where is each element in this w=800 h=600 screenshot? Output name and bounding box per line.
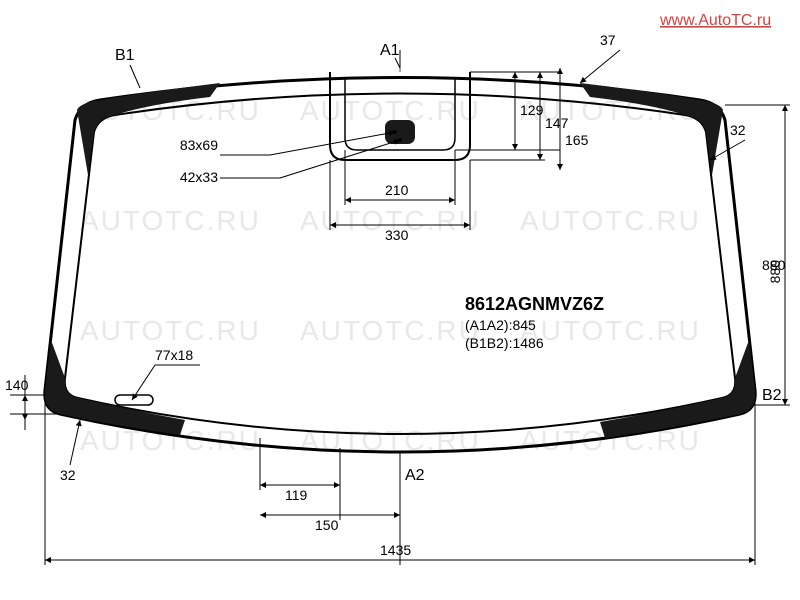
dim-32l: 32 <box>60 467 76 483</box>
subcode-b: (B1B2):1486 <box>465 335 544 351</box>
dim-1435: 1435 <box>380 542 411 558</box>
label-a1: A1 <box>380 42 400 59</box>
dim-83x69: 83x69 <box>180 137 218 153</box>
dim-119: 119 <box>285 487 308 503</box>
windshield-inner <box>65 94 735 435</box>
wm: AUTOTC.RU <box>80 205 261 236</box>
dim-32r: 32 <box>730 122 746 138</box>
subcode-a: (A1A2):845 <box>465 317 536 333</box>
wm: AUTOTC.RU <box>300 315 481 346</box>
label-b2: B2 <box>762 387 782 404</box>
dim-37: 37 <box>600 32 616 48</box>
wm: AUTOTC.RU <box>520 315 701 346</box>
dim-77x18: 77x18 <box>155 347 193 363</box>
wm: AUTOTC.RU <box>520 205 701 236</box>
dim-150: 150 <box>315 517 339 533</box>
wm: AUTOTC.RU <box>80 315 261 346</box>
part-code: 8612AGNMVZ6Z <box>465 294 604 314</box>
watermark-layer: AUTOTC.RU AUTOTC.RU AUTOTC.RU AUTOTC.RU … <box>80 95 701 456</box>
label-b1: B1 <box>115 47 135 64</box>
dim-880b: 880 <box>762 257 786 273</box>
dim-42x33: 42x33 <box>180 169 218 185</box>
dim-165: 165 <box>565 132 589 148</box>
dim-330: 330 <box>385 227 409 243</box>
dim-140: 140 <box>5 377 29 393</box>
dim-210: 210 <box>385 182 409 198</box>
windshield-diagram: AUTOTC.RU AUTOTC.RU AUTOTC.RU AUTOTC.RU … <box>0 0 800 600</box>
source-url: www.AutoTC.ru <box>659 12 771 29</box>
frit-top-right <box>580 83 723 175</box>
label-a2: A2 <box>405 467 425 484</box>
dim-147: 147 <box>545 115 569 131</box>
